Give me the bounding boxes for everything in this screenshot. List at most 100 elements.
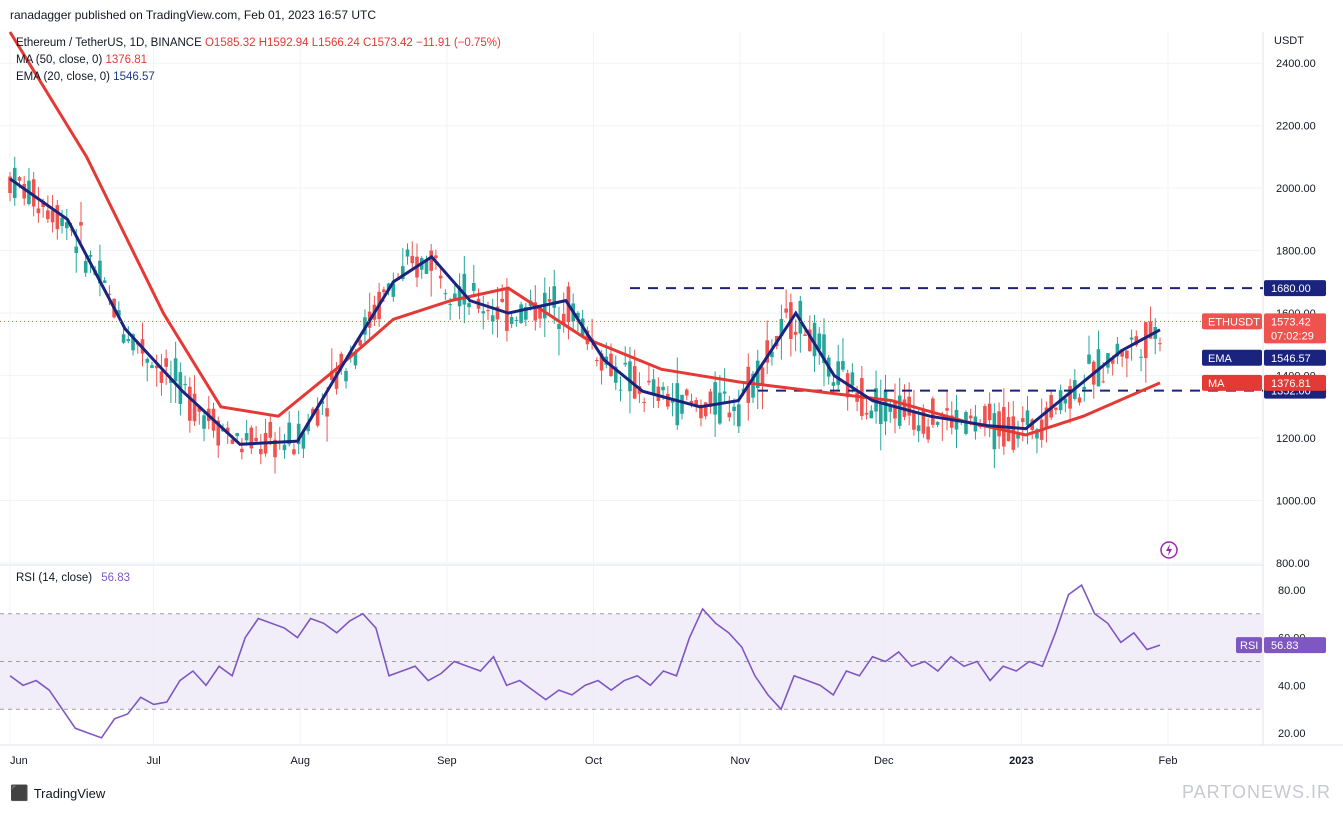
candle-body xyxy=(694,400,699,406)
price-tick-label: 2400.00 xyxy=(1276,58,1316,70)
candle-body xyxy=(798,300,803,334)
candle-body xyxy=(353,351,358,366)
candle-body xyxy=(689,400,694,404)
rsi-legend-label: RSI (14, close) xyxy=(16,572,93,584)
candle-body xyxy=(1087,354,1091,364)
candle-body xyxy=(807,329,812,352)
candle-body xyxy=(997,411,1001,437)
candle-body xyxy=(647,380,651,383)
candle-body xyxy=(490,315,495,322)
candle-body xyxy=(121,334,126,343)
candle-body xyxy=(912,411,916,430)
candle-body xyxy=(424,259,429,274)
candle-body xyxy=(259,448,263,455)
ohlc-low: L1566.24 xyxy=(311,37,360,49)
candle-body xyxy=(1129,337,1134,340)
time-tick-label: Dec xyxy=(874,755,894,767)
candle-body xyxy=(983,406,987,426)
candle-body xyxy=(623,362,628,365)
candle-body xyxy=(1158,343,1162,345)
candle-body xyxy=(481,311,486,314)
candle-body xyxy=(945,408,949,411)
candle-body xyxy=(443,293,448,295)
lightning-icon xyxy=(1166,544,1172,556)
candle-body xyxy=(216,420,221,446)
candle-body xyxy=(60,217,64,227)
candle-body xyxy=(661,386,665,391)
candle-body xyxy=(500,298,504,302)
candle-body xyxy=(850,372,855,386)
rsi-tick-label: 80.00 xyxy=(1278,585,1306,597)
candle-body xyxy=(751,373,755,398)
candles-group xyxy=(8,156,1162,474)
ema20-line xyxy=(9,177,1161,446)
candle-body xyxy=(670,400,675,403)
candle-body xyxy=(197,405,202,412)
candle-body xyxy=(968,415,973,419)
tradingview-logo[interactable]: ⬛ TradingView xyxy=(10,784,105,802)
time-tick-label: Nov xyxy=(730,755,750,767)
candle-body xyxy=(680,394,684,414)
candle-body xyxy=(651,379,656,394)
candle-body xyxy=(803,334,807,336)
price-tick-label: 800.00 xyxy=(1276,558,1310,570)
ema-legend-row[interactable]: EMA (20, close, 0) 1546.57 xyxy=(16,69,501,86)
symbol-title[interactable]: Ethereum / TetherUS, 1D, BINANCE xyxy=(16,37,202,49)
candle-body xyxy=(897,395,902,426)
candle-body xyxy=(339,353,344,365)
price-tick-label: 2200.00 xyxy=(1276,121,1316,133)
candle-body xyxy=(1115,343,1120,357)
candle-body xyxy=(893,400,897,419)
price-tag-value: 1546.57 xyxy=(1271,353,1311,365)
candle-body xyxy=(718,392,722,424)
candle-body xyxy=(287,422,292,445)
candle-body xyxy=(822,334,826,363)
price-tick-label: 1000.00 xyxy=(1276,496,1316,508)
candle-body xyxy=(883,391,888,422)
candle-body xyxy=(154,365,159,369)
candle-body xyxy=(249,427,254,449)
symbol-row: Ethereum / TetherUS, 1D, BINANCE O1585.3… xyxy=(16,35,501,52)
time-tick-label: Jun xyxy=(10,755,28,767)
candle-body xyxy=(1077,397,1082,403)
candle-body xyxy=(306,422,310,432)
candle-body xyxy=(992,413,997,450)
candle-body xyxy=(325,408,329,417)
candle-body xyxy=(486,310,490,312)
ohlc-open: O1585.32 xyxy=(204,37,256,49)
ohlc-high: H1592.94 xyxy=(258,37,309,49)
candle-body xyxy=(292,449,296,455)
candle-body xyxy=(273,439,277,458)
candle-body xyxy=(358,340,363,346)
candle-body xyxy=(538,306,542,319)
rsi-tag-value: 56.83 xyxy=(1271,640,1299,652)
candle-body xyxy=(1016,434,1020,439)
candle-body xyxy=(88,255,93,257)
candle-body xyxy=(400,266,405,280)
price-tick-label: 2000.00 xyxy=(1276,183,1316,195)
rsi-legend[interactable]: RSI (14, close) 56.83 xyxy=(16,572,130,584)
candle-body xyxy=(254,437,258,442)
candle-body xyxy=(737,404,741,427)
candle-body xyxy=(50,210,55,223)
candle-body xyxy=(117,310,121,317)
candle-body xyxy=(1044,407,1049,430)
candle-body xyxy=(225,427,230,434)
candle-body xyxy=(131,334,135,351)
ma-legend-row[interactable]: MA (50, close, 0) 1376.81 xyxy=(16,52,501,69)
candle-body xyxy=(817,333,822,350)
candle-body xyxy=(1110,358,1115,364)
candle-body xyxy=(765,340,770,363)
level-price-label: 1680.00 xyxy=(1271,283,1311,295)
candle-body xyxy=(126,338,131,342)
watermark: PARTONEWS.IR xyxy=(1181,782,1331,802)
candle-body xyxy=(46,210,50,220)
candle-body xyxy=(183,384,187,386)
price-tick-label: 1800.00 xyxy=(1276,246,1316,258)
candle-body xyxy=(462,273,467,305)
publisher-text: ranadagger published on TradingView.com,… xyxy=(10,8,377,22)
candle-body xyxy=(770,351,774,358)
price-tag-value-box xyxy=(1264,313,1326,344)
